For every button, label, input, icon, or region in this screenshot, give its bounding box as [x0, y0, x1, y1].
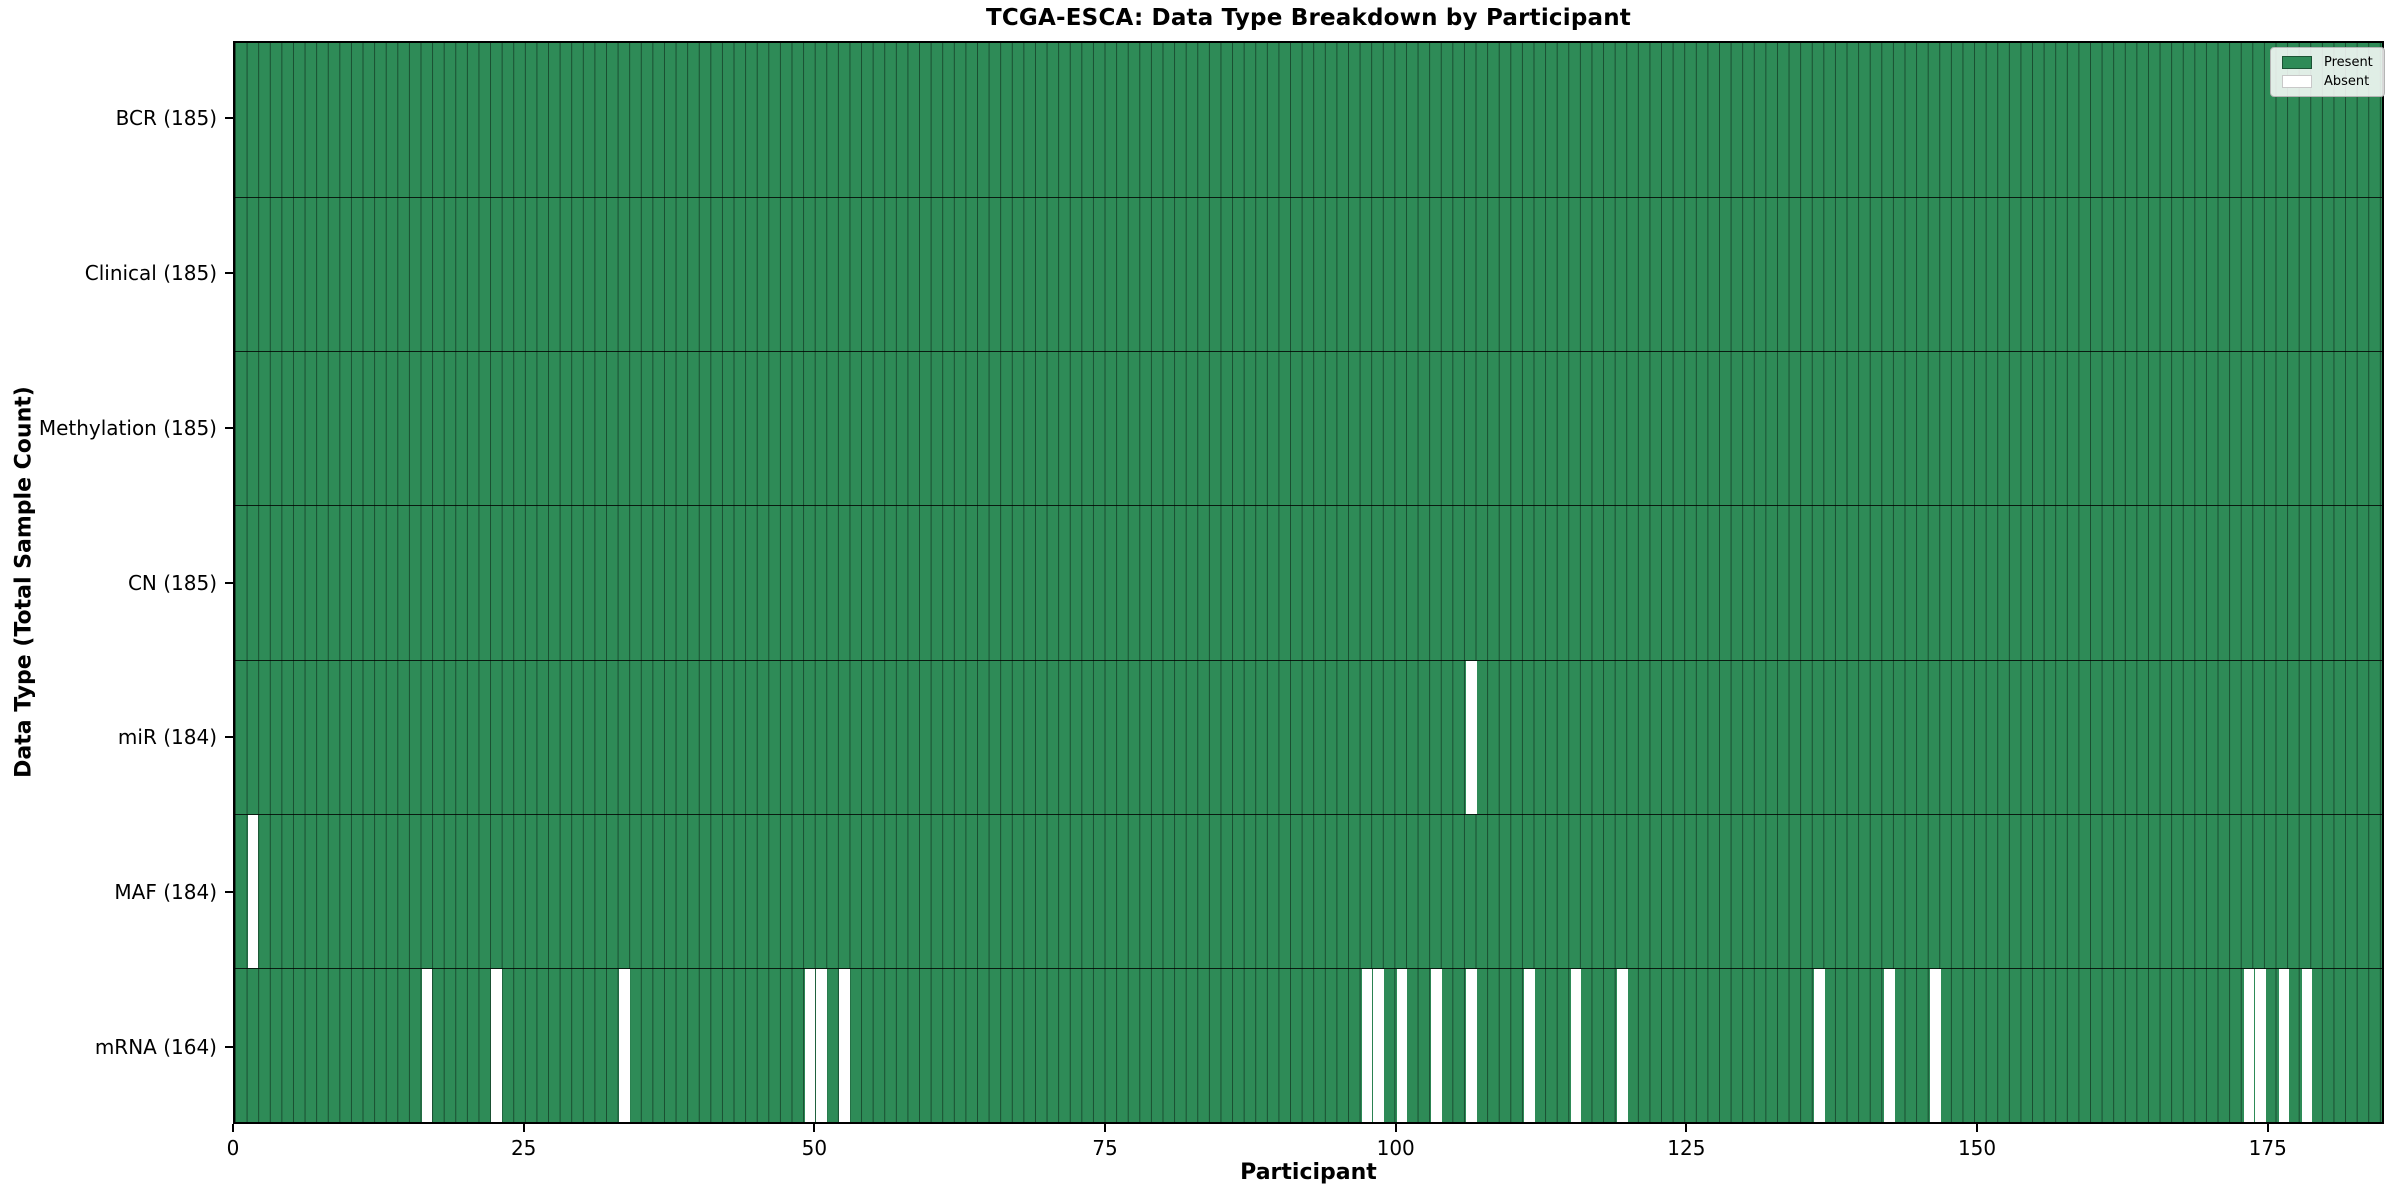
chart-title: TCGA-ESCA: Data Type Breakdown by Partic… — [985, 5, 1632, 31]
x-tick-label-175: 175 — [2248, 1136, 2287, 1160]
absent-cell-mRNA-173 — [2243, 968, 2255, 1122]
absent-cell-mRNA-33 — [618, 968, 630, 1122]
legend-label-present: Present — [2324, 55, 2373, 70]
absent-cell-mRNA-142 — [1883, 968, 1895, 1122]
y-tick-mark-MAF — [225, 890, 233, 893]
y-tick-label-BCR: BCR (185) — [115, 106, 217, 131]
heatmap-row-Clinical — [235, 197, 2382, 352]
x-tick-mark-150 — [1976, 1124, 1979, 1132]
x-tick-label-100: 100 — [1376, 1136, 1415, 1160]
absent-cell-mRNA-136 — [1814, 968, 1825, 1122]
absent-cell-mRNA-178 — [2301, 968, 2313, 1122]
x-tick-mark-0 — [232, 1124, 234, 1132]
x-tick-mark-50 — [813, 1124, 816, 1132]
x-tick-mark-175 — [2266, 1124, 2269, 1132]
y-tick-label-miR: miR (184) — [117, 725, 217, 750]
legend-item-present: Present — [2282, 56, 2373, 69]
absent-cell-mRNA-146 — [1930, 968, 1941, 1122]
y-tick-mark-mRNA — [225, 1045, 233, 1048]
absent-cell-mRNA-111 — [1524, 968, 1535, 1122]
x-tick-label-25: 25 — [510, 1136, 537, 1160]
heatmap-row-MAF — [235, 813, 2382, 968]
heatmap-row-CN — [235, 505, 2382, 660]
heatmap-row-BCR — [235, 43, 2382, 198]
x-axis: 0 25 50 75 100 125 150 175 — [227, 1124, 2384, 1170]
absent-cell-mRNA-97 — [1361, 968, 1373, 1122]
y-tick-mark-CN — [225, 581, 233, 584]
absent-cell-mRNA-22 — [491, 968, 502, 1122]
y-tick-label-CN: CN (185) — [127, 570, 217, 595]
absent-swatch — [2282, 75, 2312, 88]
x-tick-mark-75 — [1104, 1124, 1107, 1132]
y-tick-label-Clinical: Clinical (185) — [84, 261, 217, 286]
absent-cell-mRNA-50 — [816, 968, 827, 1122]
legend: Present Absent — [2270, 47, 2385, 97]
x-tick-label-150: 150 — [1957, 1136, 1997, 1160]
y-tick-mark-Methylation — [225, 426, 233, 429]
absent-cell-MAF-1 — [247, 814, 259, 968]
heatmap-row-miR — [235, 659, 2382, 814]
absent-cell-mRNA-98 — [1373, 968, 1384, 1122]
absent-cell-mRNA-49 — [804, 968, 816, 1122]
y-tick-label-mRNA: mRNA (164) — [94, 1034, 217, 1059]
x-tick-mark-125 — [1685, 1124, 1688, 1132]
heatmap-plot — [233, 41, 2384, 1124]
x-tick-label-0: 0 — [226, 1136, 240, 1160]
y-tick-label-MAF: MAF (184) — [114, 879, 217, 904]
y-axis: BCR (185) Clinical (185) Methylation (185)… — [0, 41, 233, 1124]
x-tick-label-50: 50 — [801, 1136, 828, 1160]
absent-cell-mRNA-103 — [1431, 968, 1442, 1122]
x-tick-label-75: 75 — [1092, 1136, 1118, 1160]
present-swatch — [2282, 56, 2312, 69]
absent-cell-mRNA-52 — [839, 968, 851, 1122]
legend-item-absent: Absent — [2282, 75, 2373, 88]
absent-cell-mRNA-176 — [2278, 968, 2290, 1122]
legend-label-absent: Absent — [2324, 74, 2370, 89]
y-axis-label: Data Type (Total Sample Count) — [11, 386, 37, 778]
absent-cell-mRNA-106 — [1466, 968, 1477, 1122]
y-tick-mark-miR — [225, 736, 233, 739]
x-tick-mark-25 — [522, 1124, 525, 1132]
x-tick-mark-100 — [1394, 1124, 1397, 1132]
absent-cell-mRNA-16 — [421, 968, 433, 1122]
absent-cell-mRNA-119 — [1617, 968, 1628, 1122]
heatmap-row-Methylation — [235, 351, 2382, 506]
absent-cell-miR-106 — [1466, 660, 1477, 814]
y-tick-label-Methylation: Methylation (185) — [38, 415, 217, 440]
absent-cell-mRNA-174 — [2255, 968, 2266, 1122]
x-axis-label: Participant — [1240, 1160, 1377, 1185]
absent-cell-mRNA-100 — [1396, 968, 1408, 1122]
absent-cell-mRNA-115 — [1570, 968, 1582, 1122]
x-tick-label-125: 125 — [1667, 1136, 1706, 1160]
heatmap-row-mRNA — [235, 967, 2382, 1122]
y-tick-mark-BCR — [225, 117, 233, 120]
y-tick-mark-Clinical — [225, 272, 233, 275]
